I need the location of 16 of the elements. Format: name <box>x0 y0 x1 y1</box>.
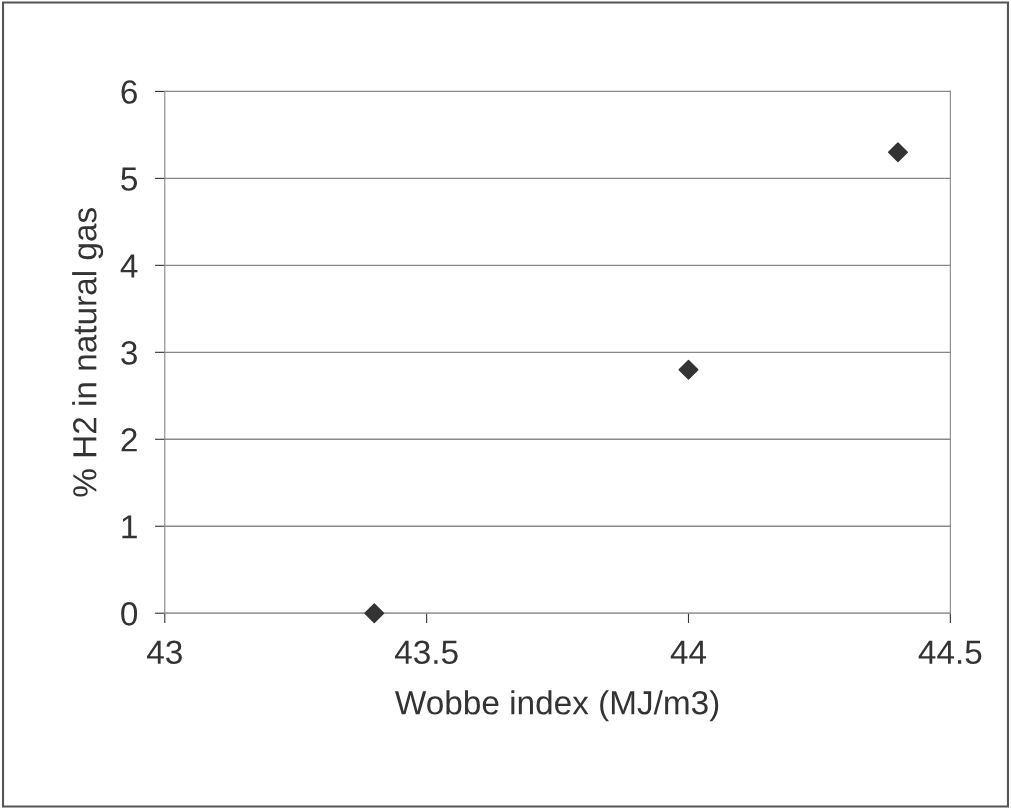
x-tick-label: 43 <box>147 640 182 665</box>
x-tick-label: 43.5 <box>394 640 458 665</box>
y-tick-label: 0 <box>121 602 138 626</box>
x-tick-label: 44.5 <box>918 640 982 665</box>
y-axis-title: % H2 in natural gas <box>72 208 104 497</box>
y-tick-label: 5 <box>121 167 138 191</box>
y-tick-label: 1 <box>122 515 137 539</box>
y-tick-label: 3 <box>121 341 137 365</box>
point <box>887 142 908 163</box>
point <box>678 359 699 380</box>
y-tick-label: 6 <box>121 80 137 104</box>
x-tick-label: 44 <box>670 640 707 664</box>
y-tick-label: 4 <box>120 254 138 278</box>
point <box>364 603 385 624</box>
x-axis-title: Wobbe index (MJ/m3) <box>395 690 719 722</box>
y-tick-label: 2 <box>121 428 137 452</box>
